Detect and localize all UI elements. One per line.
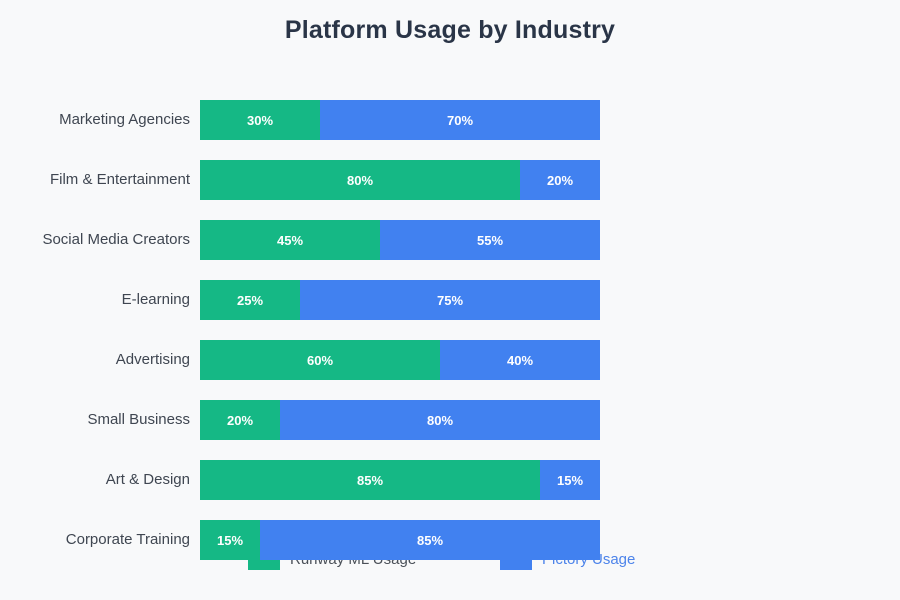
- chart-row: Corporate Training 15% 85%: [0, 520, 900, 560]
- chart-row: Marketing Agencies 30% 70%: [0, 100, 900, 140]
- chart-title: Platform Usage by Industry: [284, 16, 616, 44]
- stacked-bar: 20% 80%: [200, 400, 600, 440]
- chart-row: Art & Design 85% 15%: [0, 460, 900, 500]
- pictory-bar-segment[interactable]: 55%: [380, 220, 600, 260]
- segment-value-label: 75%: [436, 292, 464, 308]
- runway-bar-segment[interactable]: 45%: [200, 220, 380, 260]
- category-label: Social Media Creators: [42, 231, 190, 248]
- stacked-bar: 80% 20%: [200, 160, 600, 200]
- category-label: Corporate Training: [65, 531, 190, 548]
- category-label: Advertising: [115, 351, 190, 368]
- runway-bar-segment[interactable]: 80%: [200, 160, 520, 200]
- segment-value-label: 20%: [226, 412, 254, 428]
- pictory-bar-segment[interactable]: 40%: [440, 340, 600, 380]
- segment-value-label: 80%: [346, 172, 374, 188]
- runway-bar-segment[interactable]: 30%: [200, 100, 320, 140]
- category-label: Small Business: [87, 411, 190, 428]
- pictory-bar-segment[interactable]: 15%: [540, 460, 600, 500]
- segment-value-label: 20%: [546, 172, 574, 188]
- chart-row: Advertising 60% 40%: [0, 340, 900, 380]
- segment-value-label: 30%: [246, 112, 274, 128]
- runway-bar-segment[interactable]: 25%: [200, 280, 300, 320]
- segment-value-label: 15%: [556, 472, 584, 488]
- runway-bar-segment[interactable]: 85%: [200, 460, 540, 500]
- segment-value-label: 85%: [416, 532, 444, 548]
- pictory-bar-segment[interactable]: 80%: [280, 400, 600, 440]
- chart-row: Small Business 20% 80%: [0, 400, 900, 440]
- stacked-bar: 30% 70%: [200, 100, 600, 140]
- stacked-bar: 15% 85%: [200, 520, 600, 560]
- stacked-bar: 25% 75%: [200, 280, 600, 320]
- segment-value-label: 60%: [306, 352, 334, 368]
- pictory-bar-segment[interactable]: 70%: [320, 100, 600, 140]
- segment-value-label: 25%: [236, 292, 264, 308]
- stacked-bar: 45% 55%: [200, 220, 600, 260]
- runway-bar-segment[interactable]: 60%: [200, 340, 440, 380]
- runway-bar-segment[interactable]: 20%: [200, 400, 280, 440]
- chart-row: E-learning 25% 75%: [0, 280, 900, 320]
- stacked-bar: 85% 15%: [200, 460, 600, 500]
- category-label: Art & Design: [105, 471, 190, 488]
- chart-row: Film & Entertainment 80% 20%: [0, 160, 900, 200]
- segment-value-label: 40%: [506, 352, 534, 368]
- chart-row: Social Media Creators 45% 55%: [0, 220, 900, 260]
- segment-value-label: 15%: [216, 532, 244, 548]
- pictory-bar-segment[interactable]: 75%: [300, 280, 600, 320]
- pictory-bar-segment[interactable]: 20%: [520, 160, 600, 200]
- category-label: E-learning: [121, 291, 190, 308]
- runway-bar-segment[interactable]: 15%: [200, 520, 260, 560]
- segment-value-label: 45%: [276, 232, 304, 248]
- segment-value-label: 70%: [446, 112, 474, 128]
- category-label: Film & Entertainment: [49, 171, 190, 188]
- category-label: Marketing Agencies: [59, 111, 190, 128]
- segment-value-label: 55%: [476, 232, 504, 248]
- segment-value-label: 85%: [356, 472, 384, 488]
- segment-value-label: 80%: [426, 412, 454, 428]
- stacked-bar: 60% 40%: [200, 340, 600, 380]
- pictory-bar-segment[interactable]: 85%: [260, 520, 600, 560]
